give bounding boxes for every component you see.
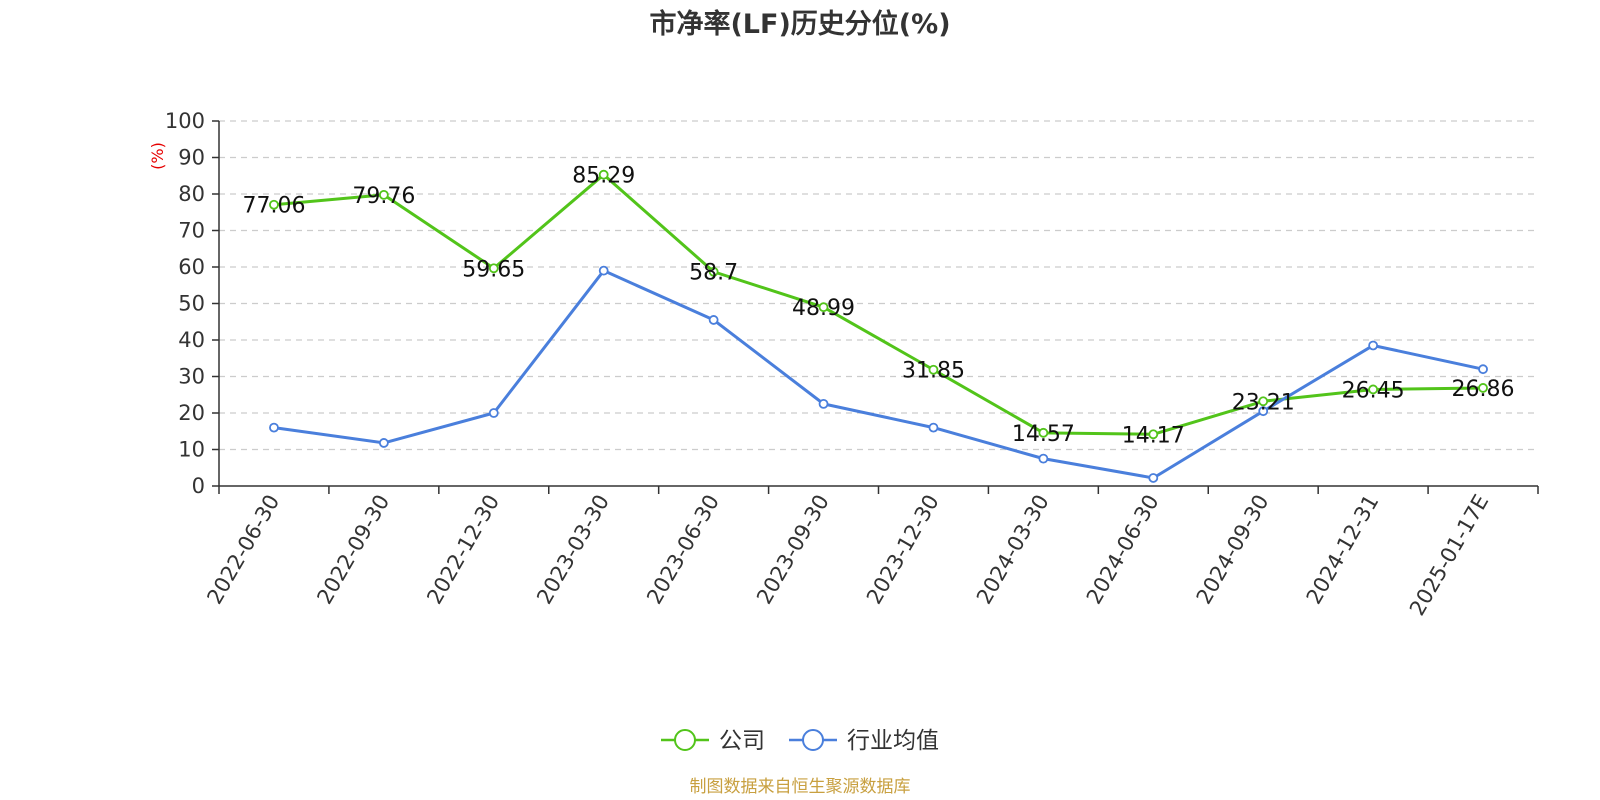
legend[interactable]: 公司 行业均值 xyxy=(661,728,939,754)
x-tick-label: 2023-09-30 xyxy=(752,491,834,609)
data-label: 31.85 xyxy=(902,359,965,384)
x-tick-label: 2024-12-31 xyxy=(1302,491,1384,609)
data-label: 26.45 xyxy=(1342,378,1405,403)
y-axis-unit-label: (%) xyxy=(148,142,167,170)
data-point[interactable] xyxy=(488,408,499,418)
legend-item-0[interactable]: 公司 xyxy=(661,728,765,754)
series-line xyxy=(273,269,1484,480)
y-tick-label: 100 xyxy=(165,109,205,133)
gridlines xyxy=(219,120,1538,451)
data-label: 26.86 xyxy=(1452,377,1515,402)
y-tick-label: 30 xyxy=(178,365,205,389)
data-label: 58.7 xyxy=(689,261,738,286)
data-point[interactable] xyxy=(598,265,609,276)
y-tick-label: 70 xyxy=(178,219,205,243)
data-labels: 77.06 79.76 59.65 85.29 58.7 48.99 31.85 14.57 1… xyxy=(242,164,1514,449)
y-tick-label: 90 xyxy=(178,146,205,170)
data-point[interactable] xyxy=(928,364,939,375)
y-tick-label: 60 xyxy=(178,255,205,279)
data-label: 77.06 xyxy=(242,194,305,219)
data-point[interactable] xyxy=(708,266,719,277)
data-point[interactable] xyxy=(708,315,719,325)
data-label: 23.21 xyxy=(1232,390,1295,415)
legend-marker xyxy=(802,729,824,751)
y-tick-label: 50 xyxy=(178,292,205,316)
x-tick-label: 2025-01-17E xyxy=(1405,491,1493,620)
data-point[interactable] xyxy=(1368,340,1379,351)
y-axis-ticks: 0 10 20 30 40 50 60 70 80 90 100 xyxy=(165,109,205,498)
data-label: 48.99 xyxy=(792,296,855,321)
x-axis-ticks: 2022-06-30 2022-09-30 2022-12-30 2023-03-30… xyxy=(202,490,1493,619)
data-point[interactable] xyxy=(378,438,389,448)
data-point[interactable] xyxy=(598,169,609,180)
data-point[interactable] xyxy=(1478,364,1488,375)
data-point[interactable] xyxy=(818,302,829,313)
series-1 xyxy=(269,265,1488,483)
data-point[interactable] xyxy=(818,398,829,409)
data-point[interactable] xyxy=(1148,429,1159,440)
data-label: 79.76 xyxy=(352,184,415,209)
series-lines xyxy=(269,169,1488,483)
data-point[interactable] xyxy=(1368,384,1379,395)
data-point[interactable] xyxy=(269,199,279,210)
source-note: 制图数据来自恒生聚源数据库 xyxy=(690,777,911,797)
data-point[interactable] xyxy=(1038,427,1049,438)
data-label: 59.65 xyxy=(462,257,525,282)
x-tick-label: 2024-03-30 xyxy=(972,491,1054,609)
data-point[interactable] xyxy=(488,263,499,274)
legend-item-1[interactable]: 行业均值 xyxy=(789,728,939,754)
series-line xyxy=(273,173,1484,436)
x-tick-label: 2023-12-30 xyxy=(862,490,944,608)
y-tick-label: 10 xyxy=(178,438,205,462)
data-point[interactable] xyxy=(1478,383,1488,393)
legend-marker xyxy=(674,729,696,751)
axes xyxy=(212,120,1539,494)
x-tick-label: 2024-09-30 xyxy=(1192,491,1274,609)
series-0 xyxy=(269,169,1488,440)
legend-label: 公司 xyxy=(719,728,765,754)
x-tick-label: 2024-06-30 xyxy=(1082,491,1164,609)
data-point[interactable] xyxy=(378,189,389,200)
data-label: 85.29 xyxy=(572,164,635,189)
x-tick-label: 2022-06-30 xyxy=(202,491,284,609)
x-tick-label: 2022-12-30 xyxy=(422,490,504,608)
x-tick-label: 2023-03-30 xyxy=(532,491,614,609)
data-label: 14.57 xyxy=(1012,422,1075,447)
data-label: 14.17 xyxy=(1122,423,1185,448)
legend-label: 行业均值 xyxy=(847,728,939,754)
data-point[interactable] xyxy=(1148,473,1159,483)
data-point[interactable] xyxy=(1258,396,1269,407)
data-point[interactable] xyxy=(269,422,279,433)
x-tick-label: 2023-06-30 xyxy=(642,491,724,609)
data-point[interactable] xyxy=(928,422,939,433)
x-tick-label: 2022-09-30 xyxy=(312,491,394,609)
y-tick-label: 80 xyxy=(178,182,205,206)
chart-title: 市净率(LF)历史分位(%) xyxy=(649,8,950,40)
y-tick-label: 0 xyxy=(192,474,205,498)
data-point[interactable] xyxy=(1258,406,1269,417)
y-tick-label: 20 xyxy=(178,401,205,425)
data-point[interactable] xyxy=(1038,453,1049,464)
y-tick-label: 40 xyxy=(178,328,205,352)
